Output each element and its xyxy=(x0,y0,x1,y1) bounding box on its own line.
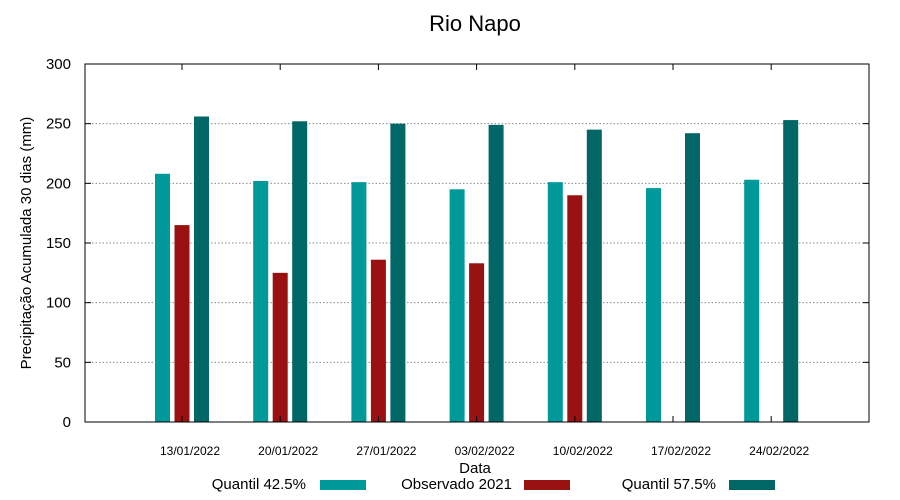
bar-1-3 xyxy=(469,263,485,422)
y-axis-label: Precipitação Acumulada 30 dias (mm) xyxy=(18,117,35,370)
legend: Quantil 42.5% Observado 2021 Quantil 57.5% xyxy=(212,476,775,493)
bar-0-0 xyxy=(155,173,170,422)
x-tick-label: 03/02/2022 xyxy=(455,444,515,458)
bar-2-6 xyxy=(783,120,799,422)
chart-title: Rio Napo xyxy=(429,11,521,36)
y-tick-label: 100 xyxy=(46,295,71,312)
bar-0-4 xyxy=(547,182,563,422)
legend-label-1: Observado 2021 xyxy=(401,476,512,493)
y-tick-label: 150 xyxy=(46,235,71,252)
bar-1-0 xyxy=(174,225,190,422)
bar-2-3 xyxy=(488,124,504,423)
x-tick-label: 20/01/2022 xyxy=(258,444,318,458)
bar-0-1 xyxy=(253,180,269,422)
legend-swatch-2 xyxy=(729,480,775,490)
legend-label-0: Quantil 42.5% xyxy=(212,476,306,493)
legend-swatch-0 xyxy=(320,480,366,490)
bar-0-5 xyxy=(646,188,661,422)
bar-1-1 xyxy=(272,272,288,422)
x-tick-label: 10/02/2022 xyxy=(553,444,613,458)
y-tick-label: 250 xyxy=(46,116,71,133)
bar-0-6 xyxy=(744,179,760,422)
y-tick-label: 0 xyxy=(63,414,71,431)
x-tick-label: 17/02/2022 xyxy=(651,444,711,458)
legend-swatch-1 xyxy=(524,480,570,490)
bar-2-1 xyxy=(292,121,308,422)
bars xyxy=(155,116,799,423)
bar-2-4 xyxy=(586,129,602,422)
x-axis-label: Data xyxy=(459,460,491,477)
bar-0-3 xyxy=(449,189,465,422)
bar-2-5 xyxy=(685,133,700,423)
bar-0-2 xyxy=(351,182,367,422)
y-tick-label: 300 xyxy=(46,56,71,73)
y-tick-label: 200 xyxy=(46,175,71,192)
y-axis-ticks: 0 50 100 150 200 250 300 xyxy=(46,56,869,431)
bar-2-0 xyxy=(194,116,209,423)
legend-label-2: Quantil 57.5% xyxy=(622,476,716,493)
x-tick-label: 24/02/2022 xyxy=(749,444,809,458)
x-axis-ticks: 13/01/2022 20/01/2022 27/01/2022 03/02/2022… xyxy=(160,64,810,458)
bar-2-2 xyxy=(390,123,406,423)
bar-1-4 xyxy=(567,195,583,422)
y-tick-label: 50 xyxy=(54,354,71,371)
bar-1-2 xyxy=(370,259,386,422)
x-tick-label: 27/01/2022 xyxy=(356,444,416,458)
x-tick-label: 13/01/2022 xyxy=(160,444,220,458)
